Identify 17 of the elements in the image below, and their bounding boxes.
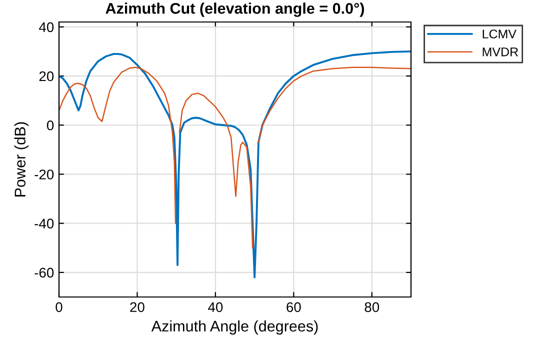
y-tick-label: -20 bbox=[34, 170, 54, 180]
x-tick-label: 0 bbox=[56, 302, 62, 312]
chart-title: Azimuth Cut (elevation angle = 0.0°) bbox=[106, 2, 364, 17]
x-tick-label: 20 bbox=[130, 302, 144, 312]
x-axis-title: Azimuth Angle (degrees) bbox=[151, 320, 318, 335]
x-tick-label: 40 bbox=[208, 302, 223, 312]
y-tick-label: -40 bbox=[34, 218, 54, 229]
y-tick-label: 0 bbox=[46, 120, 54, 130]
x-tick-label: 80 bbox=[364, 302, 380, 312]
y-axis-title: Power (dB) bbox=[14, 122, 29, 196]
y-tick-label: 40 bbox=[39, 22, 54, 32]
x-tick-label: 60 bbox=[286, 302, 301, 312]
y-tick-label: 20 bbox=[39, 71, 54, 82]
legend-label: LCMV bbox=[482, 30, 516, 38]
legend-label: MVDR bbox=[482, 48, 518, 56]
y-tick-label: -60 bbox=[34, 268, 54, 278]
line-series bbox=[59, 50, 411, 278]
